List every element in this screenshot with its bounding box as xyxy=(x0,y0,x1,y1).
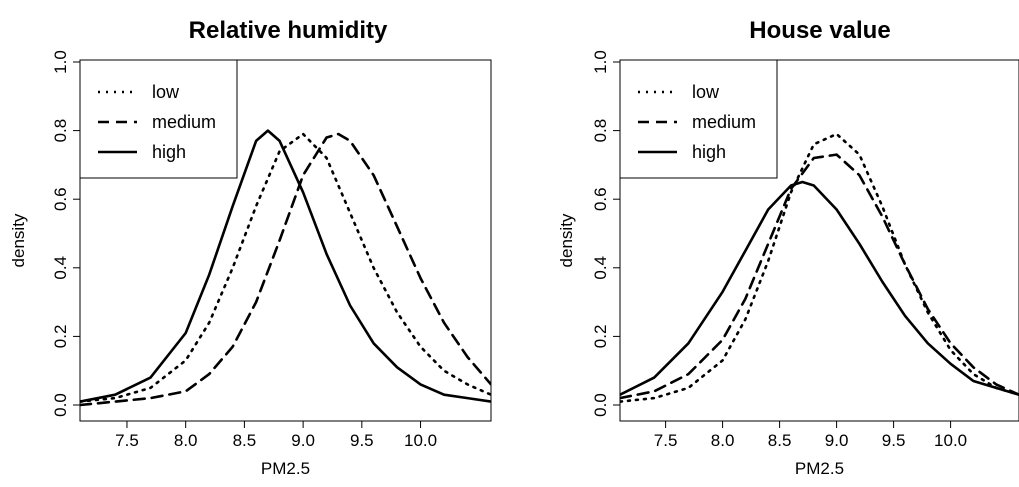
series-line-low xyxy=(80,132,491,403)
chart-title: Relative humidity xyxy=(189,17,388,44)
chart-title: House value xyxy=(749,17,890,44)
x-tick-label: 8.0 xyxy=(711,431,735,450)
plot-frame xyxy=(79,59,492,422)
x-tick-label: 7.5 xyxy=(115,431,139,450)
x-axis-label: PM2.5 xyxy=(795,459,844,478)
legend-box xyxy=(79,59,238,179)
chart-panel: House value 7.5 8.0 8.5 9.0 9.5 10.0 0.0 0.2 0.4 0… xyxy=(557,17,1019,478)
legend: low medium high xyxy=(619,59,778,179)
series-line-high xyxy=(620,180,1019,396)
legend-label-medium: medium xyxy=(692,112,756,132)
x-axis-label: PM2.5 xyxy=(261,459,310,478)
series-line-high xyxy=(80,129,491,403)
y-tick-label: 0.2 xyxy=(51,325,70,349)
x-tick-label: 9.5 xyxy=(350,431,374,450)
series-line-medium xyxy=(80,132,491,407)
y-tick-label: 0.8 xyxy=(591,119,610,143)
y-tick-label: 0.4 xyxy=(591,256,610,280)
series-line-medium xyxy=(620,153,1019,400)
plot-frame xyxy=(619,59,1019,422)
legend-label-low: low xyxy=(152,82,180,102)
series-line-low xyxy=(620,132,1019,403)
x-tick-label: 10.0 xyxy=(404,431,437,450)
y-tick-label: 0.2 xyxy=(591,325,610,349)
chart-panel: Relative humidity 7.5 8.0 8.5 9.0 9.5 10.0 0.0 0… xyxy=(9,17,492,478)
x-tick-label: 10.0 xyxy=(934,431,967,450)
legend: low medium high xyxy=(79,59,238,179)
legend-box xyxy=(619,59,778,179)
legend-label-medium: medium xyxy=(152,112,216,132)
x-tick-label: 8.0 xyxy=(174,431,198,450)
legend-label-high: high xyxy=(152,142,186,162)
x-tick-label: 9.0 xyxy=(825,431,849,450)
y-tick-label: 0.6 xyxy=(51,187,70,211)
x-tick-label: 8.5 xyxy=(768,431,792,450)
legend-label-high: high xyxy=(692,142,726,162)
x-tick-label: 7.5 xyxy=(654,431,678,450)
x-tick-label: 9.0 xyxy=(291,431,315,450)
y-tick-label: 1.0 xyxy=(51,50,70,74)
x-tick-label: 9.5 xyxy=(882,431,906,450)
y-tick-label: 1.0 xyxy=(591,50,610,74)
y-tick-label: 0.0 xyxy=(591,393,610,417)
y-axis-label: density xyxy=(9,213,28,267)
y-tick-label: 0.0 xyxy=(51,393,70,417)
y-tick-label: 0.4 xyxy=(51,256,70,280)
x-tick-label: 8.5 xyxy=(233,431,257,450)
y-tick-label: 0.6 xyxy=(591,187,610,211)
legend-label-low: low xyxy=(692,82,720,102)
y-axis-label: density xyxy=(557,213,576,267)
y-tick-label: 0.8 xyxy=(51,119,70,143)
